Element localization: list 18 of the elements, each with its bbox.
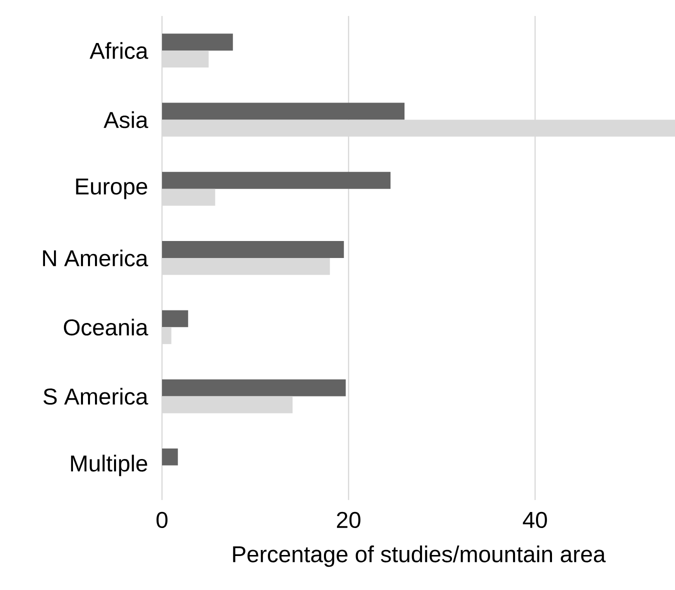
y-tick-label: Multiple — [71, 454, 148, 476]
x-tick-label: 20 — [336, 512, 360, 528]
y-tick-label: Europe — [76, 178, 148, 200]
y-tick-label: S America — [44, 388, 148, 405]
bar — [162, 448, 178, 466]
x-tick-label: 40 — [522, 512, 547, 528]
bar — [162, 172, 391, 189]
bar — [162, 241, 344, 258]
bar — [162, 34, 233, 51]
bar — [162, 379, 346, 396]
x-axis-title: Percentage of studies/mountain area — [233, 546, 606, 567]
y-tick-label: Africa — [90, 42, 148, 59]
bar — [162, 102, 405, 120]
y-tick-label: Oceania — [64, 318, 148, 336]
bar — [162, 310, 188, 328]
y-tick-label: Asia — [104, 111, 148, 128]
x-tick-label: 0 — [156, 512, 168, 528]
y-tick-label: N America — [43, 250, 148, 266]
